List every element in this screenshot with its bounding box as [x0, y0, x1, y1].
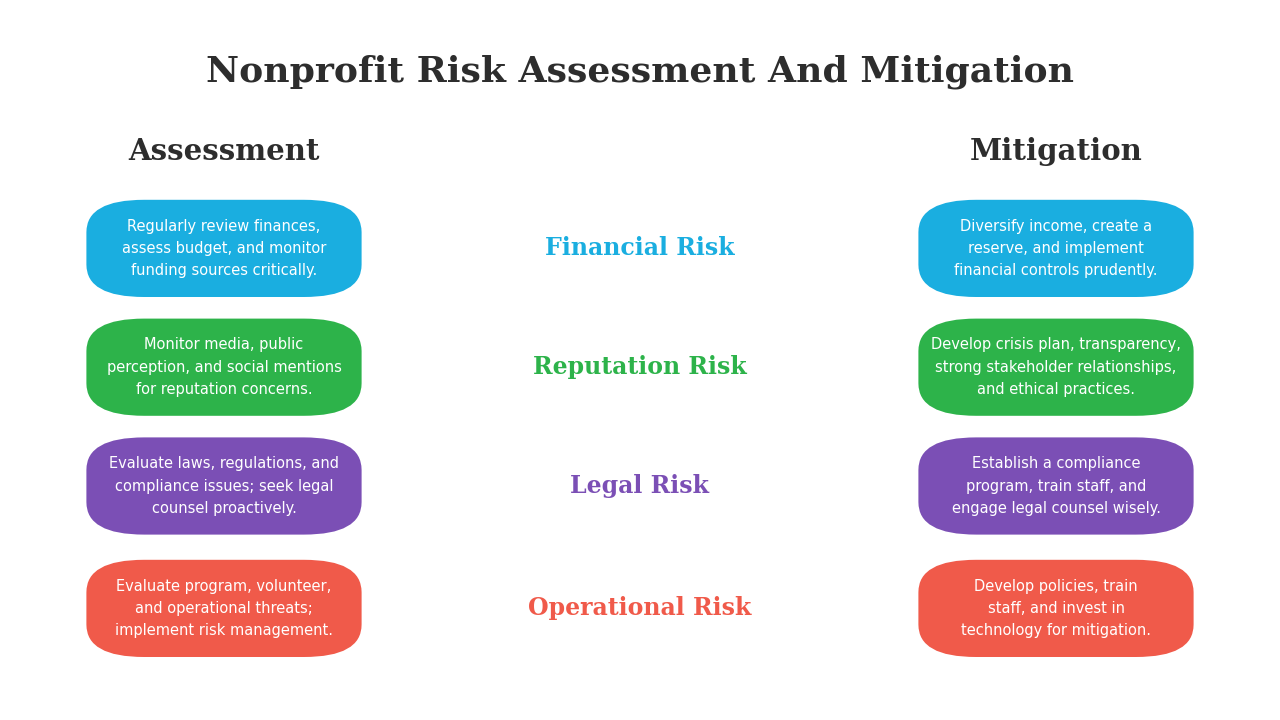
Text: Establish a compliance
program, train staff, and
engage legal counsel wisely.: Establish a compliance program, train st… — [951, 456, 1161, 516]
Text: Develop policies, train
staff, and invest in
technology for mitigation.: Develop policies, train staff, and inves… — [961, 579, 1151, 638]
Text: Financial Risk: Financial Risk — [545, 236, 735, 261]
Text: Monitor media, public
perception, and social mentions
for reputation concerns.: Monitor media, public perception, and so… — [106, 338, 342, 397]
FancyBboxPatch shape — [918, 560, 1193, 657]
Text: Develop crisis plan, transparency,
strong stakeholder relationships,
and ethical: Develop crisis plan, transparency, stron… — [931, 338, 1181, 397]
Text: Nonprofit Risk Assessment And Mitigation: Nonprofit Risk Assessment And Mitigation — [206, 55, 1074, 89]
FancyBboxPatch shape — [86, 437, 361, 534]
Text: Evaluate program, volunteer,
and operational threats;
implement risk management.: Evaluate program, volunteer, and operati… — [115, 579, 333, 638]
Text: Legal Risk: Legal Risk — [571, 474, 709, 498]
FancyBboxPatch shape — [86, 318, 361, 416]
Text: Reputation Risk: Reputation Risk — [534, 355, 746, 379]
Text: Assessment: Assessment — [128, 137, 320, 166]
FancyBboxPatch shape — [918, 199, 1193, 297]
Text: Operational Risk: Operational Risk — [529, 596, 751, 621]
FancyBboxPatch shape — [86, 560, 361, 657]
Text: Diversify income, create a
reserve, and implement
financial controls prudently.: Diversify income, create a reserve, and … — [955, 219, 1157, 278]
Text: Mitigation: Mitigation — [970, 137, 1142, 166]
FancyBboxPatch shape — [918, 318, 1193, 416]
Text: Evaluate laws, regulations, and
compliance issues; seek legal
counsel proactivel: Evaluate laws, regulations, and complian… — [109, 456, 339, 516]
FancyBboxPatch shape — [918, 437, 1193, 534]
FancyBboxPatch shape — [86, 199, 361, 297]
Text: Regularly review finances,
assess budget, and monitor
funding sources critically: Regularly review finances, assess budget… — [122, 219, 326, 278]
